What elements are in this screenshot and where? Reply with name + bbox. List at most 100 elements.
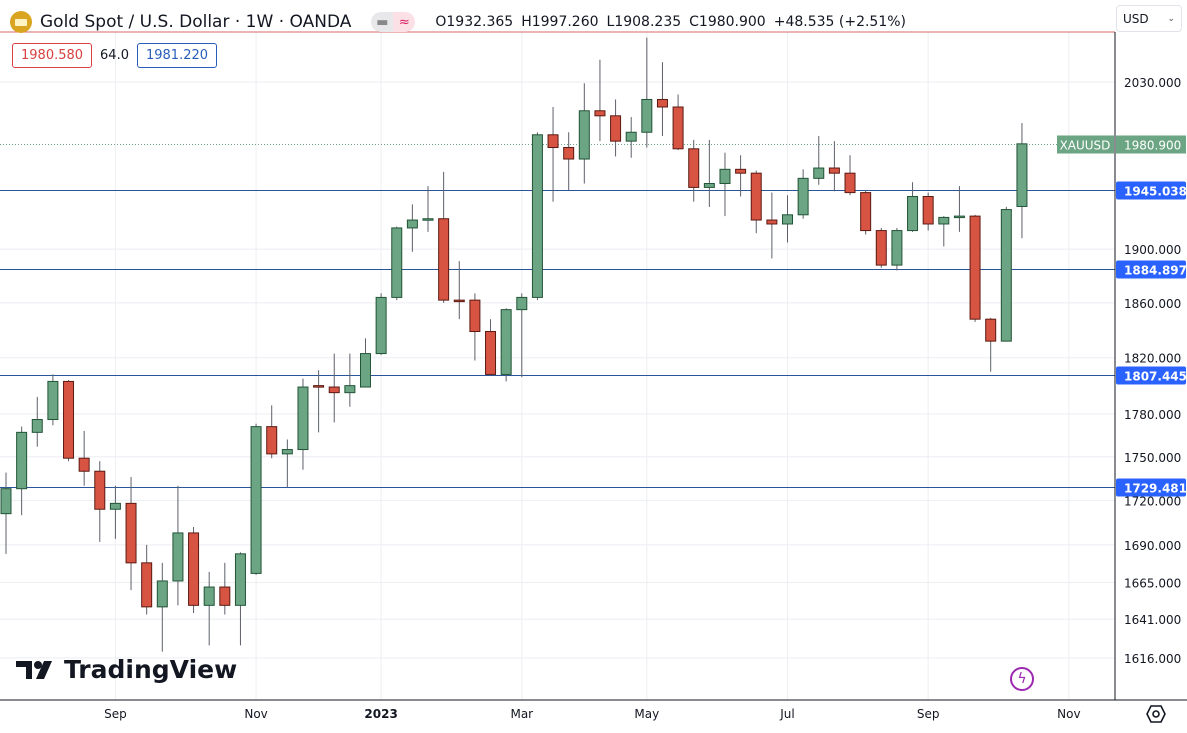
currency-select[interactable]: USD ⌄: [1116, 5, 1182, 32]
candle-up: [813, 136, 825, 185]
legend-toggles[interactable]: ▬ ≈: [371, 12, 416, 32]
candle-down: [922, 192, 934, 231]
candle-down: [485, 319, 497, 375]
price-tick-label: 1641.000: [1124, 613, 1181, 627]
candle-body: [63, 380, 75, 459]
chart-legend: Gold Spot / U.S. Dollar · 1W · OANDA ▬ ≈…: [10, 8, 906, 36]
candle-body: [969, 215, 981, 320]
candle-body: [641, 98, 653, 133]
candle-body: [938, 216, 950, 225]
candle-body: [813, 167, 825, 179]
price-tick-label: 1616.000: [1124, 652, 1181, 666]
candle-body: [31, 419, 43, 433]
candle-body: [844, 172, 856, 194]
candle-down: [656, 62, 668, 137]
candle-up: [375, 293, 387, 355]
price-tick-label: 1665.000: [1124, 576, 1181, 590]
candle-body: [672, 106, 684, 150]
tradingview-logo-icon: [16, 660, 52, 679]
candle-body: [1000, 209, 1012, 342]
candle-up: [531, 132, 543, 301]
candle-body: [141, 562, 153, 608]
open-value: O1932.365: [435, 14, 514, 30]
candle-up: [234, 552, 246, 646]
candle-down: [313, 370, 325, 433]
candle-down: [78, 430, 90, 486]
time-tick-label: Nov: [244, 707, 267, 721]
candle-down: [188, 526, 200, 613]
candle-up: [625, 117, 637, 158]
low-value: L1908.235: [606, 14, 682, 30]
candle-down: [735, 155, 747, 197]
candle-down: [844, 155, 856, 196]
candle-body: [860, 192, 872, 232]
candle-down: [828, 141, 840, 192]
candle-up: [359, 338, 371, 388]
candle-up: [16, 426, 28, 516]
candle-up: [297, 378, 309, 470]
time-tick-label: May: [634, 707, 659, 721]
candle-body: [594, 110, 606, 117]
candle-body: [656, 98, 668, 108]
candle-body: [109, 502, 121, 510]
price-labels: 1945.038 1884.897 1807.445 1729.481 XAUUSD 19…: [1057, 135, 1187, 497]
time-axis-ticks: Sep Nov 2023 Mar May Jul Sep Nov: [104, 707, 1080, 721]
price-axis-ticks: 2030.000 1900.000 1860.000 1820.000 1780.000…: [1124, 76, 1181, 666]
last-price-label: 1980.900: [1124, 139, 1181, 153]
candle-down: [860, 190, 872, 235]
level-price-label: 1807.445: [1124, 370, 1187, 384]
candle-body: [563, 147, 575, 160]
buy-button[interactable]: 1981.220: [136, 43, 218, 68]
price-tick-label: 1750.000: [1124, 451, 1181, 465]
candle-body: [485, 331, 497, 375]
candle-up: [641, 37, 653, 148]
chevron-down-icon: ⌄: [1167, 13, 1175, 24]
candle-body: [297, 386, 309, 451]
time-tick-label: Sep: [917, 707, 940, 721]
candle-body: [828, 167, 840, 174]
candle-down: [985, 317, 997, 372]
candle-body: [610, 115, 622, 142]
candle-body: [234, 553, 246, 606]
tradingview-logo[interactable]: TradingView: [16, 655, 237, 684]
candle-body: [891, 230, 903, 266]
candle-body: [78, 457, 90, 472]
candle-body: [47, 380, 59, 421]
candles: [0, 37, 1028, 652]
candle-body: [422, 218, 434, 221]
candle-body: [875, 230, 887, 266]
spread-value: 64.0: [100, 48, 129, 63]
price-tick-label: 1860.000: [1124, 297, 1181, 311]
candle-down: [63, 380, 75, 462]
symbol-title[interactable]: Gold Spot / U.S. Dollar · 1W · OANDA: [40, 12, 352, 32]
candle-body: [547, 134, 559, 149]
time-tick-label: Sep: [104, 707, 127, 721]
sell-button[interactable]: 1980.580: [12, 43, 93, 68]
settings-icon[interactable]: [1144, 703, 1168, 725]
candle-up: [719, 152, 731, 217]
candle-up: [31, 396, 43, 447]
candle-body: [469, 299, 481, 333]
candle-up: [953, 186, 965, 232]
candle-body: [782, 214, 793, 225]
candle-down: [875, 227, 887, 268]
candle-down: [469, 293, 481, 361]
lightning-icon[interactable]: ϟ: [1010, 667, 1034, 691]
minus-icon[interactable]: ▬: [371, 12, 394, 32]
time-tick-label: Jul: [779, 707, 794, 721]
candle-body: [94, 470, 106, 510]
candle-body: [125, 502, 137, 564]
horizontal-levels[interactable]: [0, 144, 1115, 488]
price-tick-label: 1900.000: [1124, 243, 1181, 257]
approx-icon[interactable]: ≈: [393, 12, 416, 32]
last-price-badge: [1116, 135, 1186, 154]
candle-up: [250, 423, 262, 575]
gold-symbol-icon: [10, 11, 32, 33]
candle-up: [797, 169, 809, 219]
candle-body: [907, 196, 919, 232]
candle-up: [203, 571, 215, 646]
candle-up: [1016, 123, 1028, 239]
price-tick-label: 1820.000: [1124, 352, 1181, 366]
candle-down: [94, 461, 106, 542]
